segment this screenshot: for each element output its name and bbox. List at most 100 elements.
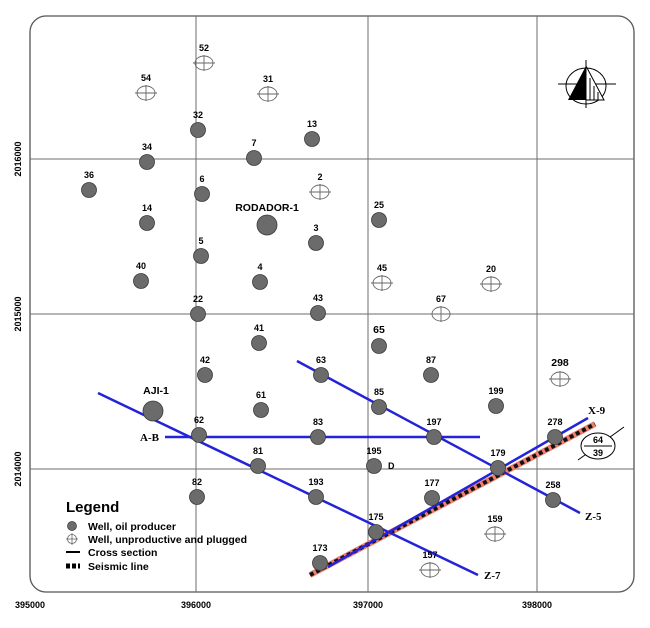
- producer-well-icon: [488, 398, 504, 414]
- producer-well-icon: [304, 131, 320, 147]
- well-label: RODADOR-1: [235, 202, 299, 214]
- well-oil-producer: 13: [304, 119, 320, 147]
- well-oil-producer: 65: [371, 324, 387, 354]
- well-label: 298: [551, 357, 569, 369]
- well-oil-producer: 62: [191, 415, 207, 443]
- well-oil-producer: 87: [423, 355, 439, 383]
- producer-well-icon: [368, 524, 384, 540]
- producer-well-icon: [142, 400, 164, 422]
- well-oil-producer: 14: [139, 203, 155, 231]
- producer-well-icon: [81, 182, 97, 198]
- well-oil-producer: 173: [312, 543, 328, 571]
- plugged-well-icon: [480, 276, 502, 292]
- well-oil-producer: 81: [250, 446, 266, 474]
- well-oil-producer: 41: [251, 323, 267, 351]
- plugged-well-icon: [430, 306, 452, 322]
- cross-section-line-x-9: [327, 416, 589, 569]
- well-unproductive-plugged: 298: [549, 357, 571, 387]
- well-unproductive-plugged: 54: [135, 73, 157, 101]
- plugged-well-icon: [135, 85, 157, 101]
- well-label: 4: [257, 262, 262, 272]
- producer-well-icon: [547, 429, 563, 445]
- producer-well-icon: [310, 429, 326, 445]
- well-oil-producer: 32: [190, 110, 206, 138]
- x-tick-label: 396000: [181, 600, 211, 610]
- legend-title: Legend: [66, 499, 119, 516]
- well-oil-producer: 193: [308, 477, 324, 505]
- well-label: 65: [373, 324, 385, 336]
- seismic-line-label-top: 64: [593, 435, 603, 445]
- producer-well-icon: [308, 235, 324, 251]
- producer-well-icon: [426, 429, 442, 445]
- well-label: 85: [374, 387, 384, 397]
- producer-well-icon: [310, 305, 326, 321]
- producer-well-icon: [308, 489, 324, 505]
- well-unproductive-plugged: 157: [419, 550, 441, 578]
- legend-item-label: Well, oil producer: [88, 521, 176, 533]
- cross-section-label: A-B: [140, 432, 160, 444]
- y-tick-label: 2016000: [13, 141, 23, 176]
- well-oil-producer: 278: [547, 417, 563, 445]
- well-label: 45: [377, 263, 387, 273]
- producer-well-icon: [251, 335, 267, 351]
- well-oil-producer: 6: [194, 174, 210, 202]
- producer-well-icon: [371, 338, 387, 354]
- well-oil-producer: 36: [81, 170, 97, 198]
- well-label: 258: [545, 480, 560, 490]
- well-oil-producer: 179: [490, 448, 506, 476]
- well-label: AJI-1: [143, 385, 169, 397]
- well-oil-producer: 175: [368, 512, 384, 540]
- well-label: 157: [422, 550, 437, 560]
- well-label: 199: [488, 386, 503, 396]
- well-unproductive-plugged: 159: [484, 514, 506, 542]
- producer-well-icon: [371, 399, 387, 415]
- north-arrow-icon: [558, 60, 616, 108]
- legend-producer-icon: [67, 521, 77, 531]
- well-oil-producer: 63: [313, 355, 329, 383]
- well-oil-producer: 82: [189, 477, 205, 505]
- well-oil-producer: 177: [424, 478, 440, 506]
- well-label: 22: [193, 294, 203, 304]
- well-oil-producer: 85: [371, 387, 387, 415]
- well-oil-producer: 7: [246, 138, 262, 166]
- well-label: 13: [307, 119, 317, 129]
- well-label: 62: [194, 415, 204, 425]
- well-oil-producer: 42: [197, 355, 213, 383]
- x-tick-label: 397000: [353, 600, 383, 610]
- well-oil-producer: 22: [190, 294, 206, 322]
- well-label: 195: [366, 446, 381, 456]
- well-label: 63: [316, 355, 326, 365]
- well-label: 173: [312, 543, 327, 553]
- well-label: 42: [200, 355, 210, 365]
- plugged-well-icon: [371, 275, 393, 291]
- producer-well-icon: [190, 306, 206, 322]
- plugged-well-icon: [549, 371, 571, 387]
- producer-well-icon: [246, 150, 262, 166]
- producer-well-icon: [312, 555, 328, 571]
- producer-well-icon: [133, 273, 149, 289]
- producer-well-icon: [139, 215, 155, 231]
- map-frame: [29, 15, 635, 593]
- cross-section-label: X-9: [588, 405, 606, 417]
- x-axis: 395000 396000 397000 398000: [15, 600, 552, 610]
- plugged-well-icon: [484, 526, 506, 542]
- well-unproductive-plugged: 31: [257, 74, 279, 102]
- seismic-line: 64 39: [308, 421, 625, 578]
- well-label: 7: [251, 138, 256, 148]
- well-oil-producer: 40: [133, 261, 149, 289]
- well-oil-producer: 195: [366, 446, 382, 474]
- legend-unproductive-icon: [66, 533, 78, 545]
- well-label: 43: [313, 293, 323, 303]
- legend-item-label: Well, unproductive and plugged: [88, 534, 247, 546]
- grid: [30, 16, 634, 592]
- well-unproductive-plugged: 45: [371, 263, 393, 291]
- well-label: 159: [487, 514, 502, 524]
- y-axis: 2016000 2015000 2014000: [13, 141, 23, 486]
- well-oil-producer: 258: [545, 480, 561, 508]
- well-oil-producer: 43: [310, 293, 326, 321]
- well-oil-producer: 61: [253, 390, 269, 418]
- producer-well-icon: [194, 186, 210, 202]
- seismic-line-label-bottom: 39: [593, 448, 603, 458]
- well-label: 40: [136, 261, 146, 271]
